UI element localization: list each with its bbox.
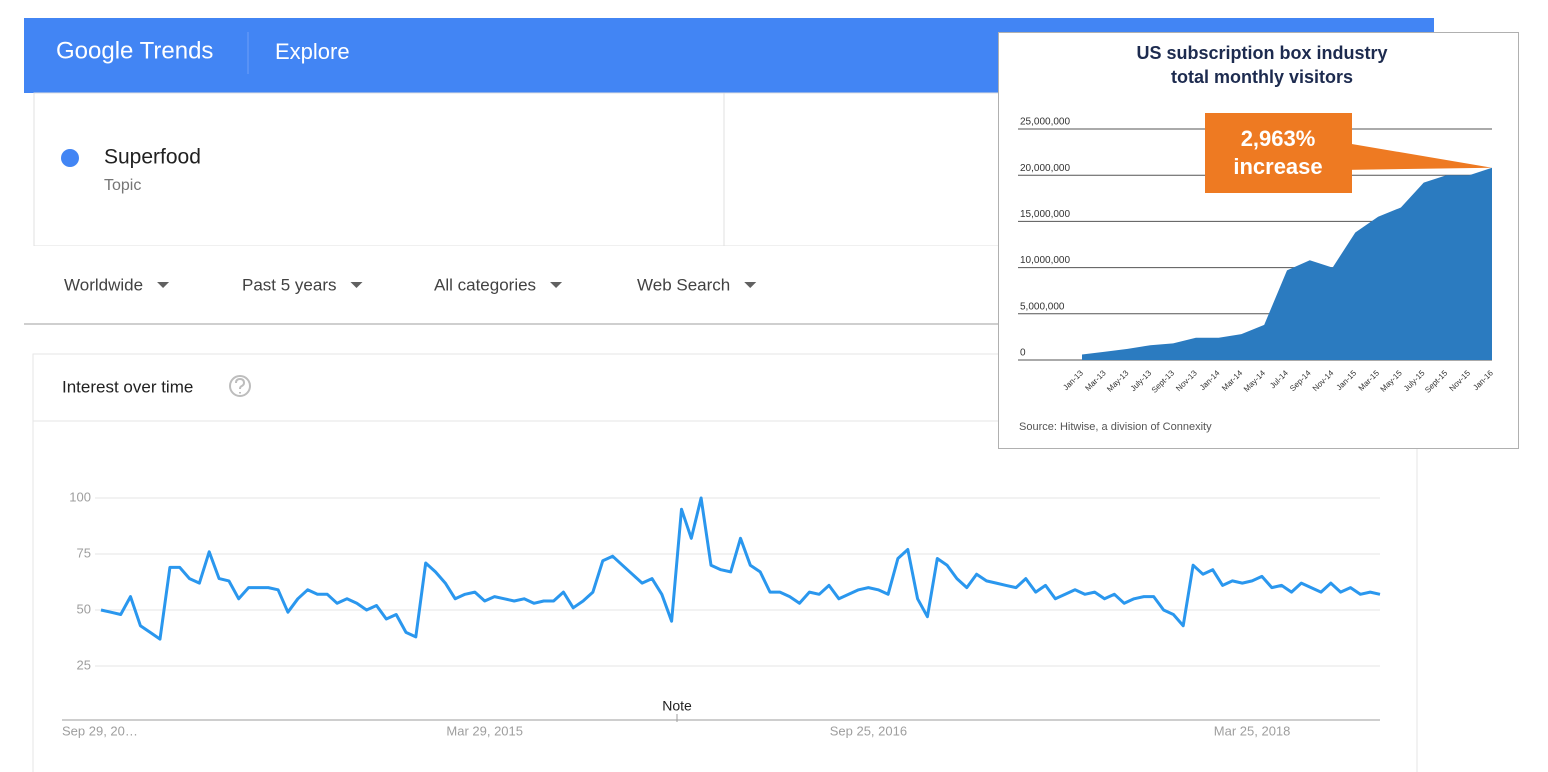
- logo: Google Trends: [56, 37, 213, 64]
- inset-title: US subscription box industry: [1136, 43, 1387, 63]
- x-tick-label: Sep 29, 20…: [62, 723, 138, 738]
- section-title[interactable]: Explore: [275, 39, 350, 64]
- x-tick-label: Mar 29, 2015: [446, 723, 523, 738]
- filter-bar: [24, 246, 1024, 324]
- note-label[interactable]: Note: [662, 698, 692, 714]
- card-title: Interest over time: [62, 377, 193, 396]
- term-card: [33, 92, 1035, 247]
- help-icon[interactable]: [229, 375, 251, 397]
- y-tick-label: 0: [1020, 348, 1026, 359]
- x-tick-label: Sep 25, 2016: [830, 723, 907, 738]
- filter-dropdown[interactable]: Past 5 years: [242, 275, 337, 294]
- dropdown-arrow: [350, 282, 363, 288]
- dropdown-arrow: [157, 282, 170, 288]
- y-tick-label: 10,000,000: [1020, 255, 1070, 266]
- callout-box: [1205, 113, 1352, 193]
- y-tick-label: 20,000,000: [1020, 163, 1070, 174]
- inset-title: total monthly visitors: [1171, 67, 1353, 87]
- dropdown-arrow: [744, 282, 757, 288]
- visitors-area: [1082, 167, 1492, 360]
- callout-text: 2,963%: [1241, 126, 1316, 151]
- term-name[interactable]: Superfood: [104, 146, 201, 169]
- dropdown-arrow: [550, 282, 563, 288]
- y-tick-label: 15,000,000: [1020, 209, 1070, 220]
- callout-pointer: [1340, 142, 1492, 170]
- term-kind: Topic: [104, 177, 141, 194]
- trend-line: [100, 496, 1381, 641]
- help-circle[interactable]: [229, 375, 251, 397]
- y-tick-label: 25: [77, 657, 91, 672]
- term-dot: [61, 149, 79, 167]
- filter-dropdown[interactable]: Worldwide: [64, 275, 143, 294]
- callout-text: increase: [1233, 154, 1322, 179]
- filter-dropdown[interactable]: Web Search: [637, 275, 730, 294]
- y-tick-label: 75: [77, 545, 91, 560]
- y-tick-label: 100: [69, 489, 91, 504]
- source-note: Source: Hitwise, a division of Connexity: [1019, 421, 1212, 433]
- filter-dropdown[interactable]: All categories: [434, 275, 536, 294]
- y-tick-label: 50: [77, 601, 91, 616]
- y-tick-label: 25,000,000: [1020, 117, 1070, 128]
- y-tick-label: 5,000,000: [1020, 301, 1065, 312]
- help-glyph[interactable]: [235, 377, 246, 394]
- x-tick-label: Mar 25, 2018: [1214, 723, 1291, 738]
